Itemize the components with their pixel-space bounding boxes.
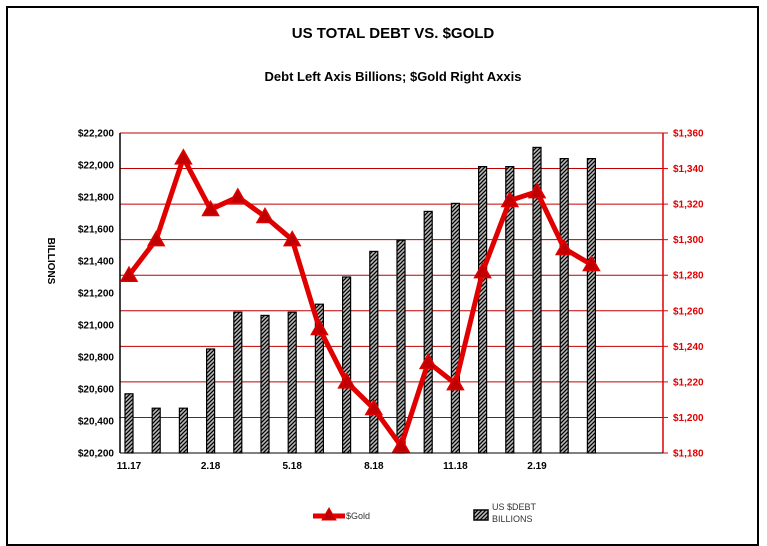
debt-bar xyxy=(450,202,460,454)
y-right-tick-label: $1,240 xyxy=(673,342,704,353)
x-tick-label: 5.18 xyxy=(282,461,302,472)
gold-line xyxy=(127,151,593,452)
debt-bar xyxy=(396,239,406,454)
y-right-tick-label: $1,260 xyxy=(673,306,704,317)
y-right-tick-label: $1,320 xyxy=(673,200,704,211)
debt-bar xyxy=(260,314,270,454)
legend-debt-label-line1: US $DEBT xyxy=(492,502,537,512)
gold-marker xyxy=(310,319,329,336)
legend-debt-label-line2: BILLIONS xyxy=(492,514,533,524)
y-left-tick-label: $21,400 xyxy=(78,257,115,268)
x-tick-label: 2.19 xyxy=(527,461,547,472)
x-tick-label: 2.18 xyxy=(201,461,221,472)
gold-marker xyxy=(554,239,574,256)
gold-marker xyxy=(174,148,193,165)
gold-marker xyxy=(446,374,465,391)
y-left-tick-label: $21,600 xyxy=(78,225,115,236)
legend-gold-label: $Gold xyxy=(346,511,370,521)
gold-marker xyxy=(364,399,384,416)
gold-marker xyxy=(255,207,275,224)
debt-bar xyxy=(423,210,433,454)
y-axis-title: BILLIONS xyxy=(45,238,56,285)
gold-marker xyxy=(418,352,438,370)
y-left-tick-label: $20,800 xyxy=(78,353,115,364)
gold-marker xyxy=(500,191,520,208)
y-left-tick-label: $20,600 xyxy=(78,385,115,396)
y-left-tick-label: $22,000 xyxy=(78,161,115,172)
y-right-tick-label: $1,360 xyxy=(673,129,704,140)
chart-subtitle: Debt Left Axis Billions; $Gold Right Axx… xyxy=(265,69,522,84)
debt-bar xyxy=(478,166,488,454)
y-right-tick-label: $1,280 xyxy=(673,271,704,282)
y-right-tick-label: $1,200 xyxy=(673,413,704,424)
debt-bar xyxy=(178,407,188,454)
gold-marker xyxy=(119,265,139,282)
gold-marker xyxy=(473,262,492,279)
gold-marker xyxy=(391,436,411,453)
debt-bar xyxy=(559,158,569,454)
gold-marker xyxy=(201,199,220,217)
y-left-tick-label: $20,200 xyxy=(78,449,115,460)
debt-bar xyxy=(369,250,379,454)
debt-bar xyxy=(233,311,243,454)
gold-marker xyxy=(582,255,601,272)
y-left-tick-label: $22,200 xyxy=(78,129,115,140)
x-tick-label: 8.18 xyxy=(364,461,384,472)
chart-title: US TOTAL DEBT VS. $GOLD xyxy=(292,25,495,42)
y-right-tick-label: $1,180 xyxy=(673,449,704,460)
y-right-tick-label: $1,300 xyxy=(673,235,704,246)
y-left-tick-label: $21,200 xyxy=(78,289,115,300)
y-left-tick-label: $21,000 xyxy=(78,321,115,332)
y-left-tick-label: $20,400 xyxy=(78,417,115,428)
legend: $Gold US $DEBT BILLIONS xyxy=(313,502,537,524)
gold-marker xyxy=(282,230,302,247)
gold-marker xyxy=(337,372,356,389)
debt-bar xyxy=(151,407,161,454)
gold-marker xyxy=(228,187,248,204)
y-right-tick-label: $1,220 xyxy=(673,377,704,388)
chart: US TOTAL DEBT VS. $GOLD Debt Left Axis B… xyxy=(45,25,704,524)
y-left-tick-label: $21,800 xyxy=(78,193,115,204)
debt-bar xyxy=(586,158,597,454)
gold-marker xyxy=(527,182,547,199)
legend-debt-swatch xyxy=(473,509,489,521)
debt-bar xyxy=(342,276,352,454)
chart-frame: US TOTAL DEBT VS. $GOLD Debt Left Axis B… xyxy=(6,6,759,546)
y-right-tick-label: $1,340 xyxy=(673,164,704,175)
debt-bar xyxy=(287,311,297,454)
legend-gold-marker xyxy=(321,507,337,521)
gold-marker xyxy=(146,230,166,247)
x-tick-label: 11.17 xyxy=(117,461,142,472)
debt-bar xyxy=(206,348,216,454)
debt-bar xyxy=(124,393,134,454)
x-tick-label: 11.18 xyxy=(443,461,468,472)
